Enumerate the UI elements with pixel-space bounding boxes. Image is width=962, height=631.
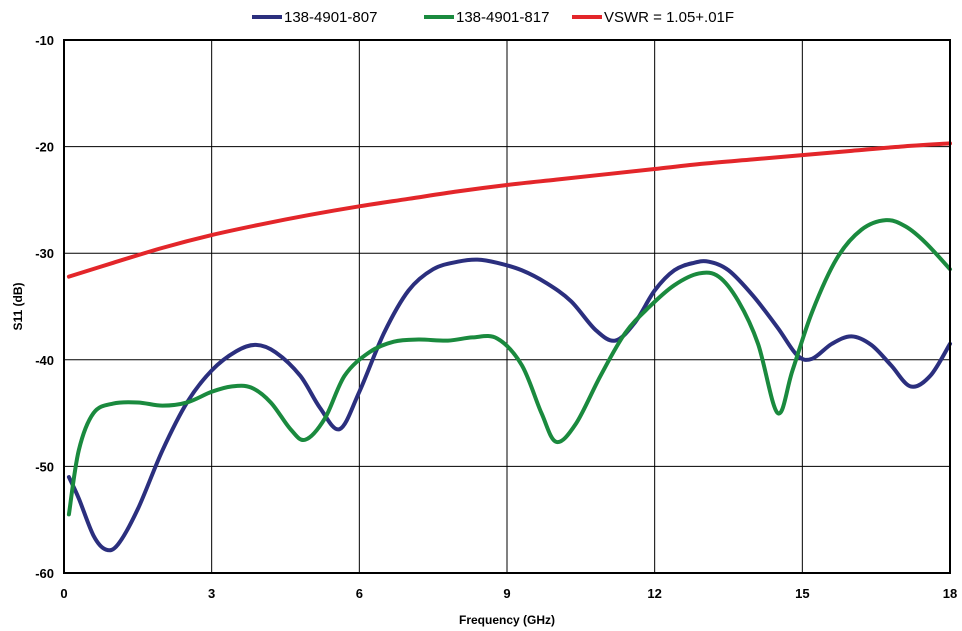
series-lines <box>66 141 952 553</box>
y-tick-label: -30 <box>35 246 54 261</box>
x-tick-label: 0 <box>60 586 67 601</box>
x-tick-label: 12 <box>647 586 661 601</box>
legend-label: VSWR = 1.05+.01F <box>604 9 734 26</box>
x-tick-label: 6 <box>356 586 363 601</box>
legend-item-817: 138-4901-817 <box>424 9 549 26</box>
y-tick-label: -50 <box>35 459 54 474</box>
plot-border <box>63 39 951 574</box>
y-axis-title: S11 (dB) <box>11 282 25 330</box>
legend-item-807: 138-4901-807 <box>252 9 377 26</box>
legend-label: 138-4901-807 <box>284 9 377 26</box>
y-tick-labels: -10 -20 -30 -40 -50 -60 <box>35 33 54 581</box>
series-line-vswr <box>66 141 952 279</box>
x-tick-labels: 0 3 6 9 12 15 18 <box>60 586 957 601</box>
x-tick-label: 18 <box>943 586 957 601</box>
x-tick-label: 9 <box>503 586 510 601</box>
series-line-807 <box>66 257 952 553</box>
x-tick-label: 15 <box>795 586 809 601</box>
y-tick-label: -60 <box>35 566 54 581</box>
legend-item-vswr: VSWR = 1.05+.01F <box>572 9 734 26</box>
x-axis-title: Frequency (GHz) <box>459 613 555 627</box>
chart-legend: 138-4901-807 138-4901-817 VSWR = 1.05+.01F <box>252 9 734 26</box>
y-tick-label: -40 <box>35 353 54 368</box>
x-tick-label: 3 <box>208 586 215 601</box>
series-line-817 <box>66 218 952 517</box>
y-tick-label: -10 <box>35 33 54 48</box>
y-tick-label: -20 <box>35 140 54 155</box>
legend-label: 138-4901-817 <box>456 9 549 26</box>
